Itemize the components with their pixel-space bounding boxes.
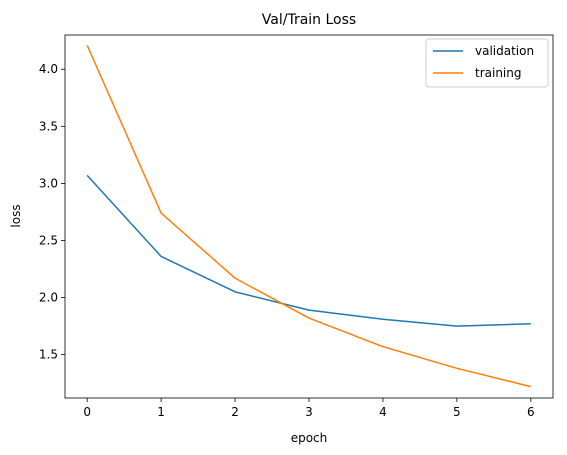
x-tick-label: 1 [157, 405, 165, 419]
legend: validation training [425, 38, 549, 88]
plot-frame [64, 34, 554, 399]
x-tick-label: 0 [83, 405, 91, 419]
y-tick-label: 2.5 [39, 233, 58, 247]
x-tick-label: 3 [305, 405, 313, 419]
x-tick-label: 4 [379, 405, 387, 419]
x-tick-label: 5 [453, 405, 461, 419]
y-axis-label: loss [9, 204, 23, 227]
y-tick-label: 3.0 [39, 176, 58, 190]
y-tick-label: 4.0 [39, 62, 58, 76]
series-line-training [86, 44, 531, 388]
y-tick-label: 2.0 [39, 291, 58, 305]
legend-label-training: training [475, 66, 522, 80]
y-tick-label: 3.5 [39, 119, 58, 133]
series-layer [86, 44, 531, 388]
x-axis: 0 1 2 3 4 5 6 [83, 398, 535, 419]
chart-title: Val/Train Loss [262, 12, 356, 28]
y-axis: 1.5 2.0 2.5 3.0 3.5 4.0 [39, 62, 65, 362]
x-axis-label: epoch [291, 431, 328, 445]
x-tick-label: 2 [231, 405, 239, 419]
legend-label-validation: validation [475, 44, 534, 58]
y-tick-label: 1.5 [39, 348, 58, 362]
x-tick-label: 6 [527, 405, 535, 419]
